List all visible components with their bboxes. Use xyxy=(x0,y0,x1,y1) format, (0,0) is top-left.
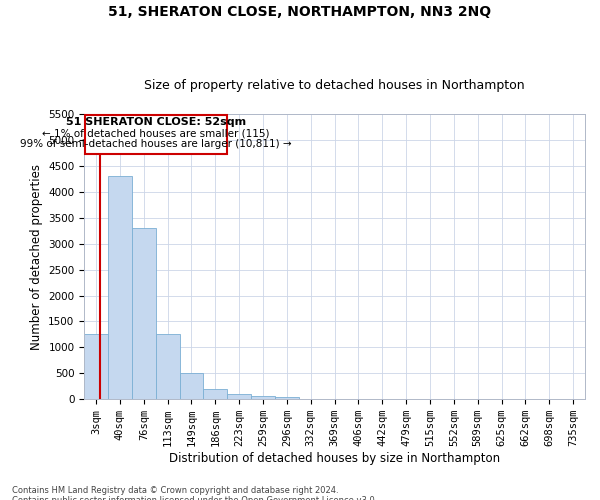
Text: 51, SHERATON CLOSE, NORTHAMPTON, NN3 2NQ: 51, SHERATON CLOSE, NORTHAMPTON, NN3 2NQ xyxy=(109,5,491,19)
Bar xyxy=(275,396,299,399)
Text: Contains HM Land Registry data © Crown copyright and database right 2024.: Contains HM Land Registry data © Crown c… xyxy=(12,486,338,495)
Bar xyxy=(108,176,132,399)
Bar xyxy=(203,389,227,399)
Title: Size of property relative to detached houses in Northampton: Size of property relative to detached ho… xyxy=(144,79,525,92)
Text: 99% of semi-detached houses are larger (10,811) →: 99% of semi-detached houses are larger (… xyxy=(20,139,292,149)
Bar xyxy=(227,394,251,399)
Bar xyxy=(84,334,108,399)
Y-axis label: Number of detached properties: Number of detached properties xyxy=(29,164,43,350)
Bar xyxy=(156,334,179,399)
Bar xyxy=(132,228,156,399)
X-axis label: Distribution of detached houses by size in Northampton: Distribution of detached houses by size … xyxy=(169,452,500,465)
Text: Contains public sector information licensed under the Open Government Licence v3: Contains public sector information licen… xyxy=(12,496,377,500)
Bar xyxy=(85,115,227,154)
Text: 51 SHERATON CLOSE: 52sqm: 51 SHERATON CLOSE: 52sqm xyxy=(66,117,246,127)
Bar xyxy=(251,396,275,399)
Text: ← 1% of detached houses are smaller (115): ← 1% of detached houses are smaller (115… xyxy=(42,128,269,138)
Bar xyxy=(179,374,203,399)
